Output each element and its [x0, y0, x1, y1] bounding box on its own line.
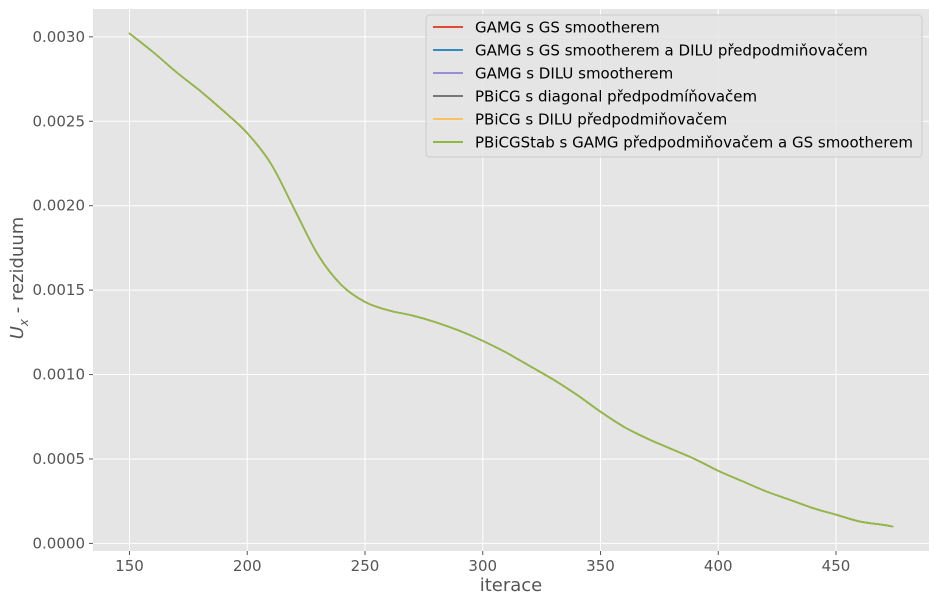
y-axis-label-main: U	[7, 326, 28, 339]
x-tick-label: 200	[233, 557, 262, 575]
y-axis-label: Ux - reziduum	[7, 217, 31, 340]
y-tick-label: 0.0005	[33, 450, 86, 468]
legend-box	[425, 14, 923, 158]
x-tick-label: 450	[822, 557, 851, 575]
y-tick-label: 0.0015	[33, 281, 86, 299]
x-tick-label: 400	[704, 557, 733, 575]
x-axis-ticks: 150 200 250 300 350 400 450	[115, 551, 850, 575]
x-tick-label: 350	[586, 557, 615, 575]
y-axis-label-rest: - reziduum	[7, 217, 28, 319]
y-tick-label: 0.0000	[33, 534, 86, 552]
y-tick-label: 0.0020	[33, 197, 86, 215]
legend-label: GAMG s DILU smootherem	[475, 65, 673, 83]
series-line-6	[128, 32, 894, 528]
x-tick-label: 250	[351, 557, 380, 575]
y-tick-label: 0.0010	[33, 366, 86, 384]
series-lines	[128, 32, 894, 528]
legend: GAMG s GS smootherem GAMG s GS smootherem…	[425, 14, 923, 158]
legend-label: GAMG s GS smootherem a DILU předpodmiňov…	[475, 42, 868, 60]
legend-label: PBiCG s diagonal předpodmíňovačem	[475, 88, 757, 106]
y-axis-ticks: 0.0000 0.0005 0.0010 0.0015 0.0020 0.0025 0.00…	[33, 28, 93, 552]
legend-label: GAMG s GS smootherem	[475, 19, 660, 37]
legend-label: PBiCG s DILU předpodmiňovačem	[475, 111, 727, 129]
x-tick-label: 150	[115, 557, 144, 575]
legend-label: PBiCGStab s GAMG předpodmiňovačem a GS s…	[475, 134, 913, 152]
y-axis-label-subscript: x	[17, 318, 31, 327]
y-tick-label: 0.0030	[33, 28, 86, 46]
y-tick-label: 0.0025	[33, 112, 86, 130]
x-tick-label: 300	[468, 557, 497, 575]
x-axis-label: iterace	[480, 575, 543, 596]
